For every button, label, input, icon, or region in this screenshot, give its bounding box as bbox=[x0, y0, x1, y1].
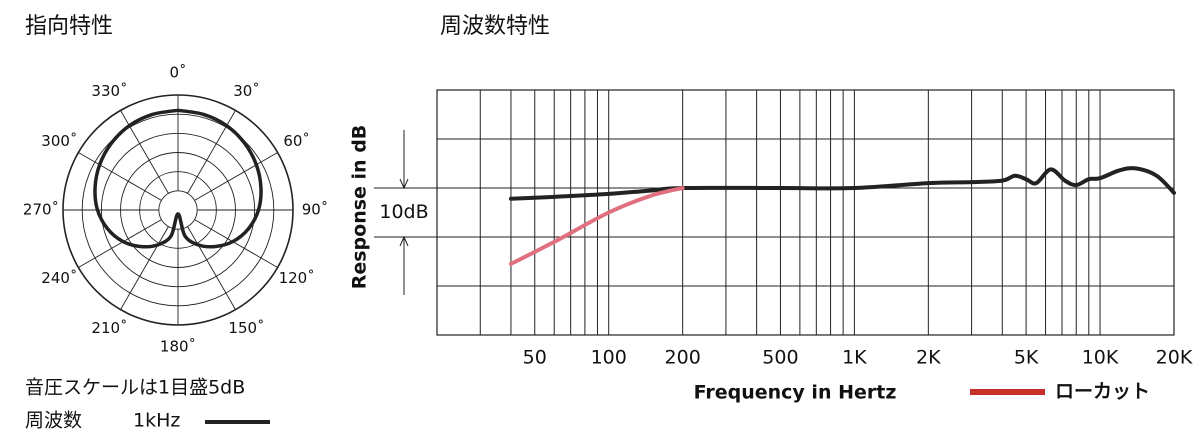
scale-note: 音圧スケールは1目盛5dB bbox=[25, 377, 245, 399]
angle-label: 330˚ bbox=[91, 82, 127, 100]
legend-text: 1kHz bbox=[133, 410, 180, 432]
angle-label: 60˚ bbox=[283, 132, 310, 150]
x-tick-label: 50 bbox=[523, 347, 547, 369]
angle-label: 0˚ bbox=[169, 64, 186, 82]
x-tick-label: 100 bbox=[591, 347, 627, 369]
spoke bbox=[78, 152, 162, 201]
angle-label: 240˚ bbox=[41, 269, 77, 287]
angle-label: 270˚ bbox=[23, 201, 59, 219]
x-tick-label: 500 bbox=[762, 347, 798, 369]
x-tick-label: 200 bbox=[665, 347, 701, 369]
spoke bbox=[78, 219, 162, 268]
spoke bbox=[194, 219, 278, 268]
polar-curve bbox=[93, 108, 263, 249]
angle-label: 90˚ bbox=[302, 201, 329, 219]
spoke bbox=[194, 152, 278, 201]
angle-label: 210˚ bbox=[91, 319, 127, 337]
response-line bbox=[508, 166, 1176, 201]
x-tick-label: 10K bbox=[1082, 347, 1119, 369]
annotation: 10dB bbox=[379, 201, 428, 223]
x-axis-title: Frequency in Hertz bbox=[694, 382, 897, 404]
angle-label: 180˚ bbox=[160, 338, 196, 356]
angle-label: 300˚ bbox=[41, 132, 77, 150]
x-tick-label: 1K bbox=[842, 347, 867, 369]
legend-label: 周波数 bbox=[25, 410, 82, 432]
response-title: 周波数特性 bbox=[440, 14, 550, 39]
angle-label: 120˚ bbox=[279, 269, 315, 287]
response-line bbox=[508, 186, 685, 266]
spoke bbox=[187, 226, 236, 310]
x-tick-label: 20K bbox=[1156, 347, 1193, 369]
ring bbox=[158, 190, 198, 230]
y-axis-title: Response in dB bbox=[349, 125, 371, 290]
spoke bbox=[120, 226, 169, 310]
plot-frame bbox=[436, 89, 1175, 336]
x-tick-label: 5K bbox=[1014, 347, 1039, 369]
legend-text: ローカット bbox=[1055, 381, 1150, 403]
angle-label: 150˚ bbox=[228, 319, 264, 337]
angle-label: 30˚ bbox=[233, 82, 260, 100]
x-tick-label: 2K bbox=[916, 347, 941, 369]
polar-title: 指向特性 bbox=[25, 14, 113, 39]
